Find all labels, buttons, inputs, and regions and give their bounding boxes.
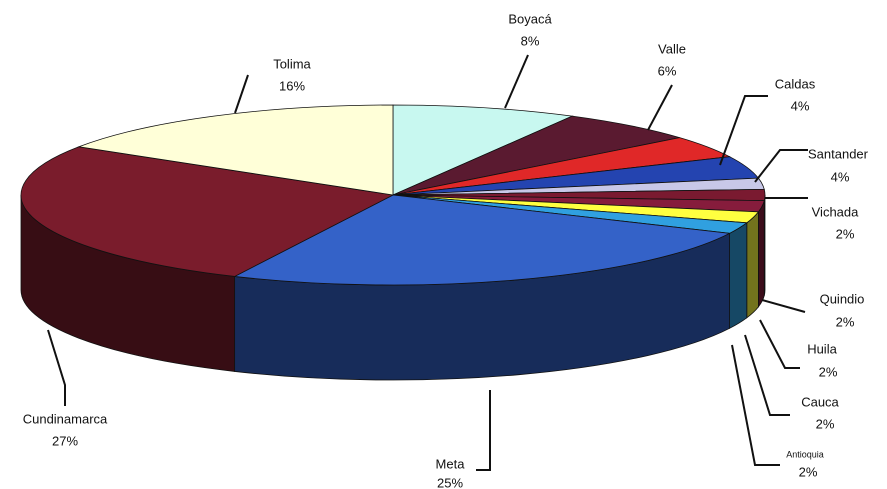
leader-line bbox=[234, 74, 249, 114]
slice-label: Caldas bbox=[775, 76, 816, 91]
slice-value-label: 4% bbox=[791, 98, 810, 113]
leader-line bbox=[731, 344, 780, 466]
slice-label: Antioquia bbox=[786, 449, 824, 459]
slice-label: Valle bbox=[658, 41, 686, 56]
slice-side bbox=[746, 210, 759, 319]
leader-line bbox=[759, 319, 800, 369]
slice-value-label: 27% bbox=[52, 433, 78, 448]
slice-label: Santander bbox=[808, 146, 869, 161]
leader-line bbox=[647, 84, 673, 131]
slice-value-label: 2% bbox=[799, 464, 818, 479]
leader-line bbox=[744, 334, 790, 416]
leader-line bbox=[754, 149, 808, 183]
slice-label: Vichada bbox=[812, 204, 860, 219]
slice-label: Meta bbox=[436, 456, 466, 471]
slice-value-label: 2% bbox=[816, 416, 835, 431]
slice-label: Boyacá bbox=[508, 11, 552, 26]
slice-value-label: 2% bbox=[836, 314, 855, 329]
slice-label: Huila bbox=[807, 341, 837, 356]
slice-value-label: 6% bbox=[658, 63, 677, 78]
leader-line bbox=[761, 299, 806, 313]
slice-label: Cauca bbox=[801, 394, 839, 409]
leader-line bbox=[47, 329, 66, 406]
leader-line bbox=[719, 95, 768, 166]
slice bbox=[392, 104, 574, 196]
slice-value-label: 16% bbox=[279, 78, 305, 93]
slice-label: Quindio bbox=[820, 291, 865, 306]
slice-value-label: 4% bbox=[831, 169, 850, 184]
slice bbox=[233, 194, 731, 286]
leader-line bbox=[504, 54, 529, 109]
slice-value-label: 25% bbox=[437, 475, 463, 489]
slice bbox=[20, 146, 395, 277]
leader-line bbox=[476, 390, 491, 471]
slice-value-label: 2% bbox=[836, 226, 855, 241]
slice bbox=[392, 115, 680, 196]
slice-value-label: 8% bbox=[521, 33, 540, 48]
slice-label: Cundinamarca bbox=[23, 411, 108, 426]
slice-side bbox=[758, 200, 765, 309]
slice-value-label: 2% bbox=[819, 364, 838, 379]
slice-side bbox=[729, 222, 748, 329]
slice-label: Tolima bbox=[273, 56, 311, 71]
slice bbox=[77, 104, 394, 196]
